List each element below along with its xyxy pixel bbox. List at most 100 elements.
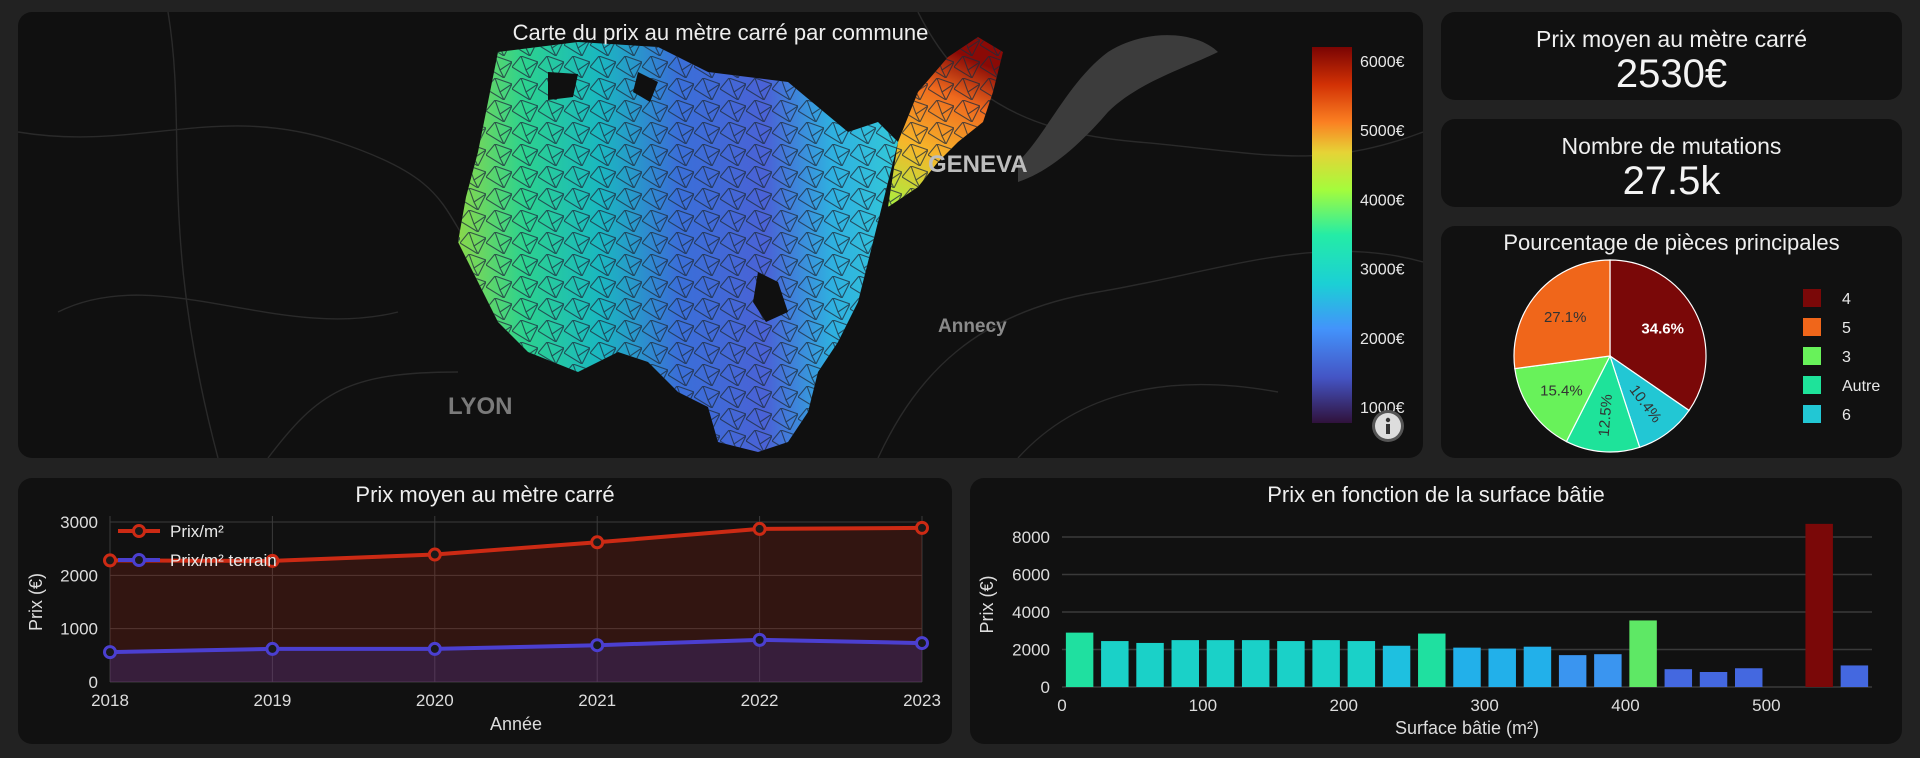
bar[interactable] [1065, 632, 1094, 687]
bar[interactable] [1558, 655, 1587, 687]
line-series-1[interactable] [109, 637, 923, 655]
bar[interactable] [1594, 654, 1622, 687]
bar-x-label: Surface bâtie (m²) [1395, 718, 1539, 738]
lake-geneva [1018, 35, 1218, 182]
pie-legend-swatch [1803, 318, 1821, 336]
pie-slice-label: 12.5% [1596, 394, 1616, 438]
colorbar-tick-label: 4000€ [1360, 192, 1405, 209]
bar[interactable] [1699, 672, 1728, 687]
kpi-mutations-label: Nombre de mutations [1561, 133, 1782, 159]
line-x-tick: 2023 [903, 691, 941, 710]
bar-y-tick: 6000 [1012, 566, 1050, 585]
bar[interactable] [1735, 668, 1763, 687]
pie-legend-label[interactable]: 5 [1842, 320, 1851, 337]
line-point[interactable] [103, 645, 117, 660]
line-legend-marker [132, 524, 146, 538]
pie-legend-label[interactable]: 3 [1842, 349, 1851, 366]
pie-slice[interactable] [1514, 355, 1612, 443]
kpi-average-price-card: Prix moyen au mètre carré 2530€ [1441, 12, 1902, 100]
line-point[interactable] [265, 553, 280, 568]
map-card: 6000€ 5000€ 4000€ 3000€ 2000€ 1000€ GENEVA Ann… [18, 12, 1423, 458]
bar[interactable] [1418, 633, 1446, 687]
line-x-tick: 2018 [91, 691, 129, 710]
bar-x-tick: 0 [1057, 696, 1066, 715]
bar-y-tick: 4000 [1012, 603, 1050, 622]
line-point[interactable] [915, 636, 929, 651]
choropleth-map[interactable]: 6000€5000€4000€3000€2000€1000€ GENEVAAnn… [18, 12, 1423, 458]
bar-y-tick: 8000 [1012, 528, 1050, 547]
line-y-tick: 0 [89, 673, 98, 692]
pie-legend-label[interactable]: 4 [1842, 291, 1851, 308]
line-x-tick: 2022 [741, 691, 779, 710]
line-point[interactable] [103, 553, 117, 568]
kpi-average-price-value: 2530€ [1615, 52, 1728, 96]
bar-x-tick: 100 [1189, 696, 1217, 715]
colorbar [1312, 47, 1352, 423]
bar[interactable] [1277, 641, 1305, 687]
line-point[interactable] [752, 521, 767, 536]
bar-x-tick: 300 [1470, 696, 1498, 715]
line-point[interactable] [590, 638, 605, 653]
bar-x-tick: 200 [1330, 696, 1358, 715]
map-title: Carte du prix au mètre carré par commune [512, 20, 929, 45]
bar[interactable] [1629, 620, 1657, 687]
kpi-mutations-value: 27.5k [1622, 159, 1721, 203]
info-icon[interactable] [1372, 410, 1404, 442]
colorbar-ticks: 6000€5000€4000€3000€2000€1000€ [1360, 54, 1405, 417]
pie-legend-label[interactable]: 6 [1842, 407, 1851, 424]
bar[interactable] [1664, 669, 1693, 687]
colorbar-tick-label: 6000€ [1360, 54, 1405, 71]
pie-legend-swatch [1803, 347, 1821, 365]
bar[interactable] [1453, 647, 1481, 687]
bar-chart[interactable]: 0 100 200 300 400 500 0 2000 4000 6000 8000 Surface… [970, 478, 1902, 744]
line-y-tick: 3000 [60, 513, 98, 532]
city-label: LYON [448, 393, 512, 420]
city-labels: GENEVA Annecy LYON [448, 151, 1028, 420]
line-point[interactable] [427, 547, 442, 562]
line-point[interactable] [915, 520, 929, 535]
pie-slice[interactable] [1513, 259, 1611, 370]
bar-chart-card: Prix en fonction de la surface bâtie 0 10… [970, 478, 1902, 744]
bar[interactable] [1523, 646, 1552, 687]
line-title: Prix moyen au mètre carré [355, 482, 615, 507]
line-point[interactable] [427, 641, 442, 656]
line-y-tick: 2000 [60, 566, 98, 585]
pie-legend-label[interactable]: Autre [1842, 378, 1880, 395]
bar[interactable] [1241, 640, 1270, 687]
pie-legend-swatch [1803, 289, 1821, 307]
bar[interactable] [1805, 523, 1833, 687]
line-point[interactable] [752, 632, 767, 647]
communes-region[interactable] [458, 37, 1003, 452]
line-legend-label[interactable]: Prix/m² terrain [170, 551, 277, 570]
line-point[interactable] [590, 535, 605, 550]
bar-x-tick: 400 [1611, 696, 1639, 715]
city-label: GENEVA [928, 151, 1028, 178]
bar[interactable] [1171, 640, 1199, 687]
bar[interactable] [1382, 645, 1411, 687]
pie-legend-swatch [1803, 405, 1821, 423]
line-x-tick: 2021 [578, 691, 616, 710]
pie-slice-label: 34.6% [1641, 320, 1684, 337]
pie-title: Pourcentage de pièces principales [1503, 230, 1840, 255]
bar[interactable] [1488, 648, 1516, 687]
city-label: Annecy [938, 316, 1007, 337]
pie-slice[interactable] [1609, 259, 1707, 412]
bar[interactable] [1347, 641, 1376, 687]
bar[interactable] [1101, 641, 1129, 687]
line-legend-label[interactable]: Prix/m² [170, 522, 224, 541]
line-point[interactable] [265, 641, 280, 656]
line-chart[interactable]: 2018 2019 2020 2021 2022 2023 0 1000 2000 3000 Ann… [18, 478, 952, 744]
bar-x-tick: 500 [1752, 696, 1780, 715]
pie-slice-label: 15.4% [1540, 382, 1583, 399]
bar[interactable] [1840, 665, 1869, 687]
bar[interactable] [1136, 642, 1164, 687]
line-legend-marker [132, 553, 146, 567]
line-x-tick: 2019 [253, 691, 291, 710]
line-series-0[interactable] [109, 525, 923, 563]
pie-slice[interactable] [1565, 354, 1641, 453]
bar[interactable] [1312, 640, 1340, 687]
line-y-tick: 1000 [60, 620, 98, 639]
bar[interactable] [1206, 640, 1235, 687]
colorbar-tick-label: 3000€ [1360, 262, 1405, 279]
